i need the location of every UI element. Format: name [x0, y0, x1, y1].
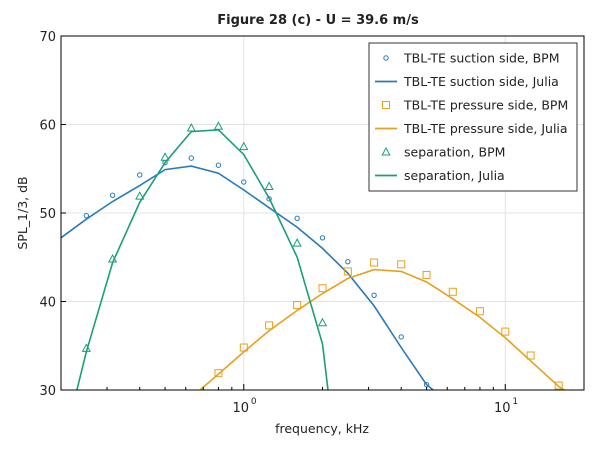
y-tick-label: 50 [39, 207, 56, 222]
series-1 [61, 165, 434, 390]
y-tick-label: 70 [39, 30, 56, 45]
legend-label: TBL-TE suction side, Julia [403, 74, 559, 89]
data-point [448, 287, 457, 296]
x-tick-label-exp: 1 [512, 397, 518, 407]
legend-label: separation, BPM [404, 145, 505, 160]
data-point [241, 179, 247, 185]
data-point [345, 258, 351, 265]
chart-title: Figure 28 (c) - U = 39.6 m/s [217, 13, 419, 28]
y-axis-label: SPL_1/3, dB [15, 176, 30, 249]
plot-clip-group [61, 121, 566, 390]
y-tick-label: 40 [39, 296, 56, 311]
x-tick-label: 10 1 [494, 397, 518, 416]
data-point [137, 172, 143, 178]
data-point [292, 238, 302, 247]
data-point [160, 152, 170, 161]
data-point [213, 121, 224, 130]
x-tick-label-base: 10 [494, 401, 511, 416]
data-point [188, 155, 195, 161]
series-4 [81, 121, 328, 352]
data-point [317, 317, 328, 327]
data-point [318, 284, 327, 293]
data-point [294, 215, 300, 222]
data-point [109, 192, 116, 199]
legend-item: separation, BPM [381, 145, 505, 160]
x-tick-label-exp: 0 [251, 397, 257, 407]
x-tick-label-base: 10 [233, 401, 250, 416]
data-point [371, 292, 377, 299]
data-point [343, 267, 352, 276]
data-point [398, 334, 404, 340]
legend-item: TBL-TE pressure side, Julia [375, 121, 568, 136]
y-tick-label: 30 [39, 384, 56, 399]
data-point [501, 327, 510, 336]
x-axis-label: frequency, kHz [275, 421, 369, 436]
legend-item: separation, Julia [375, 168, 505, 183]
series-2 [214, 258, 563, 390]
data-point [554, 381, 563, 390]
series-line [76, 128, 329, 390]
legend-item: TBL-TE pressure side, BPM [382, 98, 568, 113]
legend-label: TBL-TE pressure side, BPM [403, 98, 568, 113]
data-point [319, 235, 326, 241]
data-point [264, 181, 274, 190]
data-point [422, 270, 431, 279]
data-point [397, 260, 406, 269]
data-point [265, 321, 274, 330]
data-point [135, 191, 145, 200]
legend-box [368, 42, 578, 192]
data-point [83, 212, 90, 219]
data-point [526, 351, 535, 360]
series-line [199, 268, 566, 390]
data-point [423, 381, 430, 388]
x-axis: 10 0 10 1 [60, 384, 585, 416]
legend: TBL-TE suction side, BPM TBL-TE suction s… [368, 42, 578, 192]
legend-label: separation, Julia [404, 168, 505, 183]
legend-label: TBL-TE pressure side, Julia [403, 121, 568, 136]
data-point [186, 122, 196, 132]
y-axis: 30 40 50 60 70 [39, 30, 66, 399]
x-tick-label: 10 0 [233, 397, 257, 416]
series-0 [83, 155, 430, 388]
legend-label: TBL-TE suction side, BPM [403, 51, 560, 66]
legend-marker [383, 55, 389, 61]
legend-item: TBL-TE suction side, Julia [375, 74, 559, 89]
series-5 [76, 128, 329, 390]
legend-marker [381, 146, 391, 156]
legend-marker [382, 101, 390, 109]
data-point [239, 141, 249, 151]
y-tick-label: 60 [39, 119, 56, 134]
data-point [475, 307, 484, 316]
data-point [293, 301, 302, 310]
series-line [61, 165, 434, 390]
legend-item: TBL-TE suction side, BPM [383, 51, 560, 66]
data-point [215, 162, 222, 168]
data-point [214, 369, 223, 378]
series-3 [199, 268, 566, 390]
data-point [370, 258, 379, 267]
